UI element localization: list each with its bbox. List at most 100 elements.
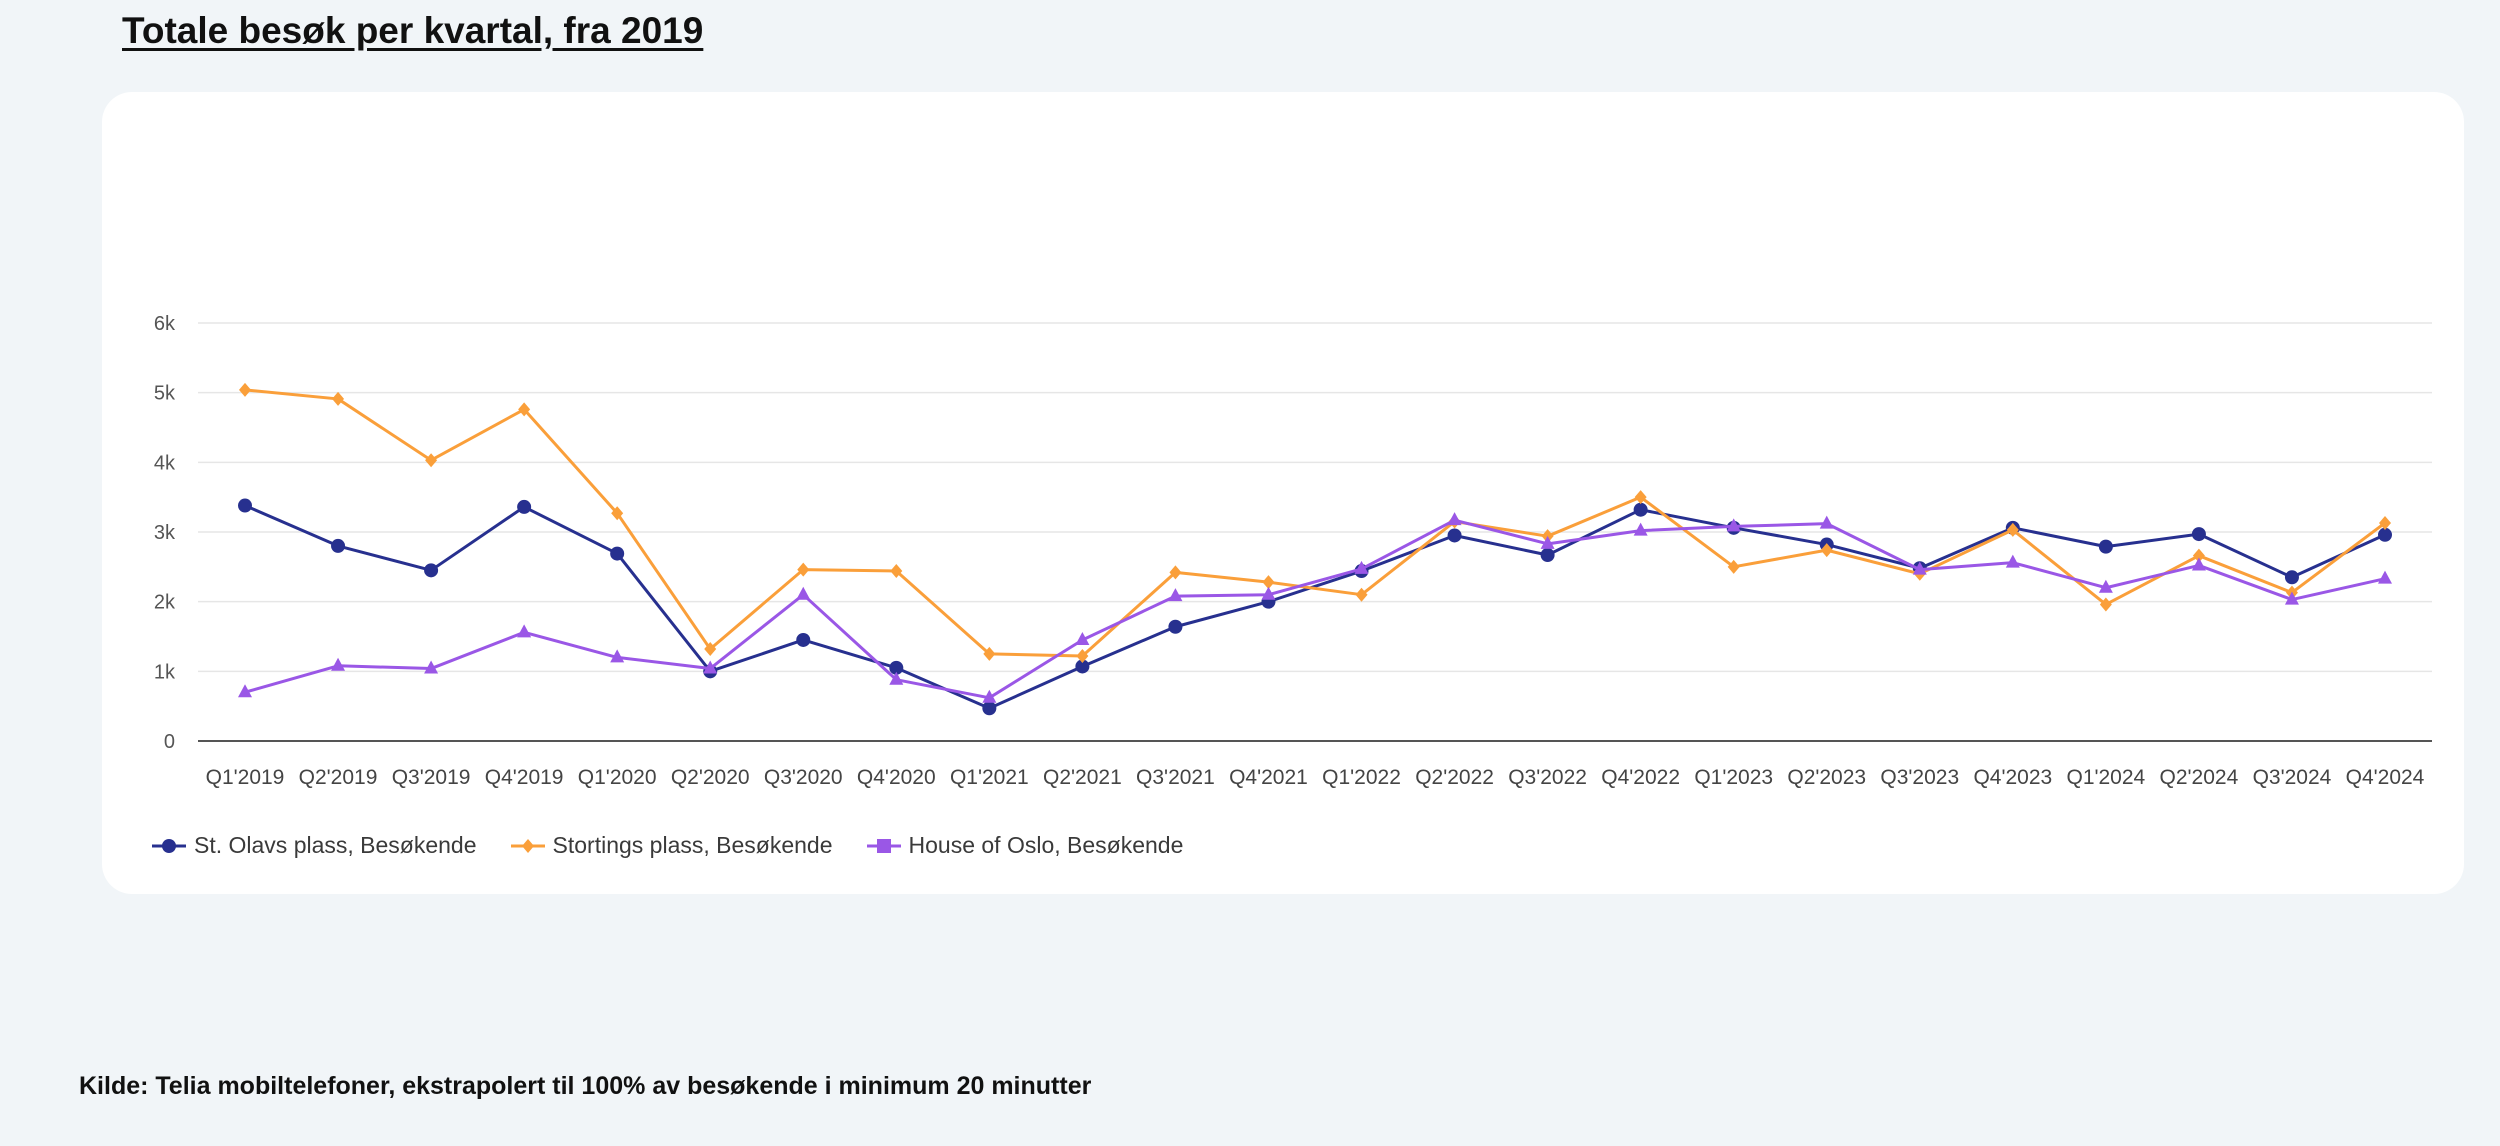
y-tick-label: 3k <box>154 522 176 544</box>
x-tick-label: Q1'2020 <box>578 766 657 789</box>
data-point <box>1076 649 1089 664</box>
data-point <box>517 499 532 514</box>
x-tick-label: Q4'2023 <box>1973 766 2052 789</box>
data-point <box>1354 560 1369 574</box>
data-point <box>1261 586 1276 600</box>
legend-label: Stortings plass, Besøkende <box>552 832 833 858</box>
x-tick-label: Q1'2022 <box>1322 766 1401 789</box>
data-point <box>424 660 439 674</box>
legend-label: St. Olavs plass, Besøkende <box>194 832 477 858</box>
x-tick-label: Q1'2019 <box>206 766 285 789</box>
legend-label: House of Oslo, Besøkende <box>908 832 1184 858</box>
data-point <box>1633 522 1648 536</box>
x-tick-label: Q1'2024 <box>2066 766 2145 789</box>
x-tick-label: Q1'2023 <box>1694 766 1773 789</box>
y-tick-label: 2k <box>154 592 176 614</box>
data-point <box>517 624 532 638</box>
y-tick-label: 4k <box>154 452 176 474</box>
data-point <box>424 563 439 578</box>
page-title: Totale besøk per kvartal, fra 2019 <box>122 10 704 51</box>
data-point <box>2284 570 2299 585</box>
y-tick-label: 1k <box>154 661 176 683</box>
data-point <box>889 671 904 685</box>
x-tick-label: Q4'2024 <box>2346 766 2425 789</box>
x-tick-label: Q3'2020 <box>764 766 843 789</box>
data-point <box>2284 591 2299 605</box>
x-tick-label: Q4'2019 <box>485 766 564 789</box>
data-point <box>1633 502 1648 517</box>
legend-symbol <box>521 838 534 853</box>
x-tick-label: Q3'2022 <box>1508 766 1587 789</box>
data-point <box>1169 565 1182 580</box>
data-point <box>797 562 810 577</box>
data-point <box>1447 512 1462 526</box>
data-point <box>2378 527 2392 542</box>
data-point <box>610 649 625 663</box>
source-note: Kilde: Telia mobiltelefoner, ekstrapoler… <box>79 1072 1092 1100</box>
data-point <box>2099 597 2112 612</box>
data-point <box>238 684 252 698</box>
data-point <box>1168 588 1183 602</box>
y-tick-label: 0 <box>164 731 175 753</box>
x-tick-label: Q4'2021 <box>1229 766 1308 789</box>
data-point <box>331 538 346 553</box>
y-tick-label: 6k <box>154 313 176 335</box>
data-point <box>2191 557 2206 571</box>
x-tick-label: Q1'2021 <box>950 766 1029 789</box>
data-point <box>332 391 345 406</box>
data-point <box>1540 535 1555 549</box>
x-tick-label: Q2'2020 <box>671 766 750 789</box>
data-point <box>1168 619 1183 634</box>
data-point <box>425 453 438 468</box>
data-point <box>982 701 997 716</box>
data-point <box>1540 547 1555 562</box>
series-line <box>244 388 2386 658</box>
data-point <box>2005 554 2020 568</box>
x-tick-label: Q3'2019 <box>392 766 471 789</box>
data-point <box>331 657 346 671</box>
data-point <box>238 498 252 513</box>
x-tick-label: Q2'2019 <box>299 766 378 789</box>
legend-item: Stortings plass, Besøkende <box>510 832 833 859</box>
legend-item: House of Oslo, Besøkende <box>866 832 1184 859</box>
data-point <box>1075 631 1090 645</box>
series-2 <box>239 382 2391 664</box>
data-point <box>1819 515 1834 529</box>
x-tick-label: Q2'2021 <box>1043 766 1122 789</box>
series-line <box>244 504 2386 710</box>
data-point <box>1355 587 1368 602</box>
data-point <box>982 689 997 703</box>
data-point <box>2378 570 2392 584</box>
x-tick-label: Q4'2022 <box>1601 766 1680 789</box>
data-point <box>890 564 903 579</box>
data-point <box>889 660 904 675</box>
x-tick-label: Q2'2023 <box>1787 766 1866 789</box>
data-point <box>703 660 718 674</box>
series-1 <box>238 498 2392 716</box>
data-point <box>2098 579 2113 593</box>
data-point <box>2098 539 2113 554</box>
chart-card <box>102 92 2464 894</box>
data-point <box>1262 575 1275 590</box>
legend-symbol <box>162 838 176 853</box>
x-tick-label: Q2'2022 <box>1415 766 1494 789</box>
data-point <box>518 402 531 417</box>
data-point <box>1912 561 1927 575</box>
data-point <box>1727 559 1740 574</box>
data-point <box>1075 659 1090 674</box>
data-point <box>983 646 996 661</box>
data-point <box>796 632 811 647</box>
legend-marker <box>152 838 186 853</box>
x-tick-label: Q4'2020 <box>857 766 936 789</box>
data-point <box>611 506 624 521</box>
legend-item: St. Olavs plass, Besøkende <box>152 832 477 859</box>
data-point <box>610 546 625 561</box>
legend-marker <box>510 838 545 853</box>
data-point <box>2006 522 2019 537</box>
legend-symbol <box>876 838 891 853</box>
x-tick-label: Q3'2024 <box>2253 766 2332 789</box>
data-point <box>704 642 717 657</box>
legend-marker <box>866 838 901 853</box>
data-point <box>239 382 251 397</box>
